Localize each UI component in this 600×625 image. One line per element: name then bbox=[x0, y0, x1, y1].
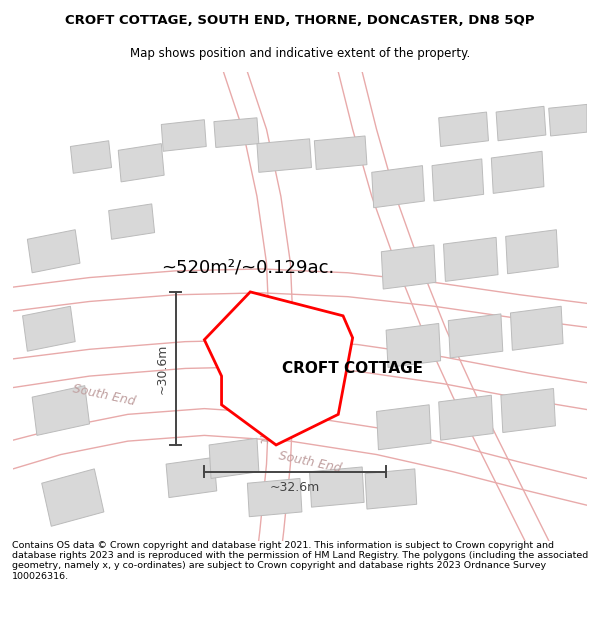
Polygon shape bbox=[161, 120, 206, 151]
Text: ~30.6m: ~30.6m bbox=[156, 343, 169, 394]
Polygon shape bbox=[443, 238, 498, 281]
Text: ~520m²/~0.129ac.: ~520m²/~0.129ac. bbox=[161, 259, 335, 277]
Polygon shape bbox=[448, 314, 503, 358]
Polygon shape bbox=[439, 112, 488, 146]
Polygon shape bbox=[214, 118, 259, 148]
Polygon shape bbox=[310, 467, 364, 507]
Polygon shape bbox=[382, 245, 436, 289]
Polygon shape bbox=[501, 389, 556, 432]
Polygon shape bbox=[247, 479, 302, 517]
Polygon shape bbox=[377, 405, 431, 450]
Polygon shape bbox=[386, 324, 440, 368]
Polygon shape bbox=[205, 292, 353, 445]
Polygon shape bbox=[432, 159, 484, 201]
Polygon shape bbox=[23, 306, 75, 351]
Polygon shape bbox=[257, 139, 311, 172]
Text: Contains OS data © Crown copyright and database right 2021. This information is : Contains OS data © Crown copyright and d… bbox=[12, 541, 588, 581]
Text: ~32.6m: ~32.6m bbox=[270, 481, 320, 494]
Polygon shape bbox=[506, 230, 558, 274]
Text: Map shows position and indicative extent of the property.: Map shows position and indicative extent… bbox=[130, 48, 470, 61]
Text: South End: South End bbox=[277, 449, 342, 475]
Polygon shape bbox=[42, 469, 104, 526]
Polygon shape bbox=[511, 306, 563, 350]
Polygon shape bbox=[314, 136, 367, 169]
Text: South End: South End bbox=[71, 382, 136, 408]
Polygon shape bbox=[439, 395, 493, 440]
Text: CROFT COTTAGE: CROFT COTTAGE bbox=[282, 361, 423, 376]
Polygon shape bbox=[28, 230, 80, 272]
Polygon shape bbox=[365, 469, 417, 509]
Polygon shape bbox=[496, 106, 546, 141]
Polygon shape bbox=[32, 386, 89, 436]
Polygon shape bbox=[70, 141, 112, 173]
Text: CROFT COTTAGE, SOUTH END, THORNE, DONCASTER, DN8 5QP: CROFT COTTAGE, SOUTH END, THORNE, DONCAS… bbox=[65, 14, 535, 27]
Polygon shape bbox=[209, 438, 259, 479]
Polygon shape bbox=[109, 204, 155, 239]
Polygon shape bbox=[118, 144, 164, 182]
Polygon shape bbox=[372, 166, 424, 208]
Polygon shape bbox=[491, 151, 544, 193]
Text: The Croft: The Croft bbox=[250, 385, 270, 444]
Polygon shape bbox=[166, 458, 217, 498]
Polygon shape bbox=[549, 104, 587, 136]
